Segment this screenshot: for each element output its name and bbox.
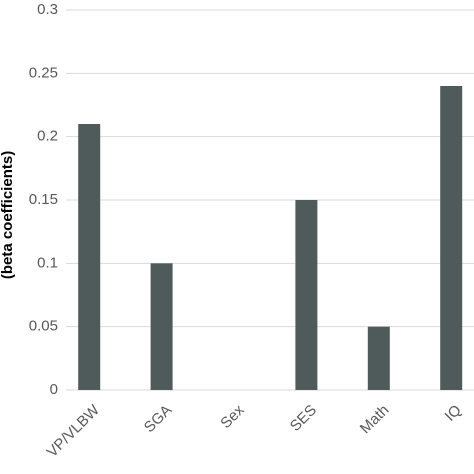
y-tick-label: 0 (50, 381, 58, 398)
x-tick-label: IQ (442, 402, 465, 425)
y-tick-label: 0.25 (29, 64, 58, 81)
bar (295, 200, 318, 390)
y-axis-label: (beta coefficients) (0, 151, 16, 279)
x-tick-label: Sex (217, 401, 248, 432)
x-tick-label: VP/VLBW (44, 401, 104, 461)
y-tick-label: 0.15 (29, 191, 58, 208)
bar (440, 86, 463, 390)
y-tick-label: 0.05 (29, 318, 58, 335)
x-tick-label: SGA (141, 402, 175, 436)
x-tick-label: SES (287, 402, 320, 435)
x-tick-label: Math (357, 402, 393, 438)
bar (150, 263, 173, 390)
bar (367, 326, 390, 390)
y-tick-label: 0.1 (37, 254, 58, 271)
bar (78, 124, 101, 390)
y-tick-label: 0.2 (37, 128, 58, 145)
y-tick-label: 0.3 (37, 1, 58, 18)
